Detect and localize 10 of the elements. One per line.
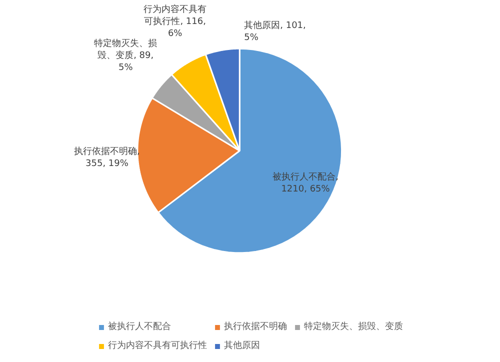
legend-label: 行为内容不具有可执行性 bbox=[108, 340, 207, 352]
legend-label: 特定物灭失、损毁、变质 bbox=[304, 320, 403, 333]
data-label: 行为内容不具有可执行性, 116, 6% bbox=[144, 4, 207, 39]
legend-label: 执行依据不明确 bbox=[224, 320, 287, 333]
legend-label: 被执行人不配合 bbox=[108, 320, 171, 333]
legend-label: 其他原因 bbox=[224, 340, 260, 352]
data-label: 特定物灭失、损毁、变质, 89, 5% bbox=[94, 38, 158, 74]
data-label: 执行依据不明确, 355, 19% bbox=[74, 146, 140, 169]
data-label: 被执行人不配合, 1210, 65% bbox=[272, 172, 338, 195]
data-label: 其他原因, 101, 5% bbox=[244, 20, 306, 44]
